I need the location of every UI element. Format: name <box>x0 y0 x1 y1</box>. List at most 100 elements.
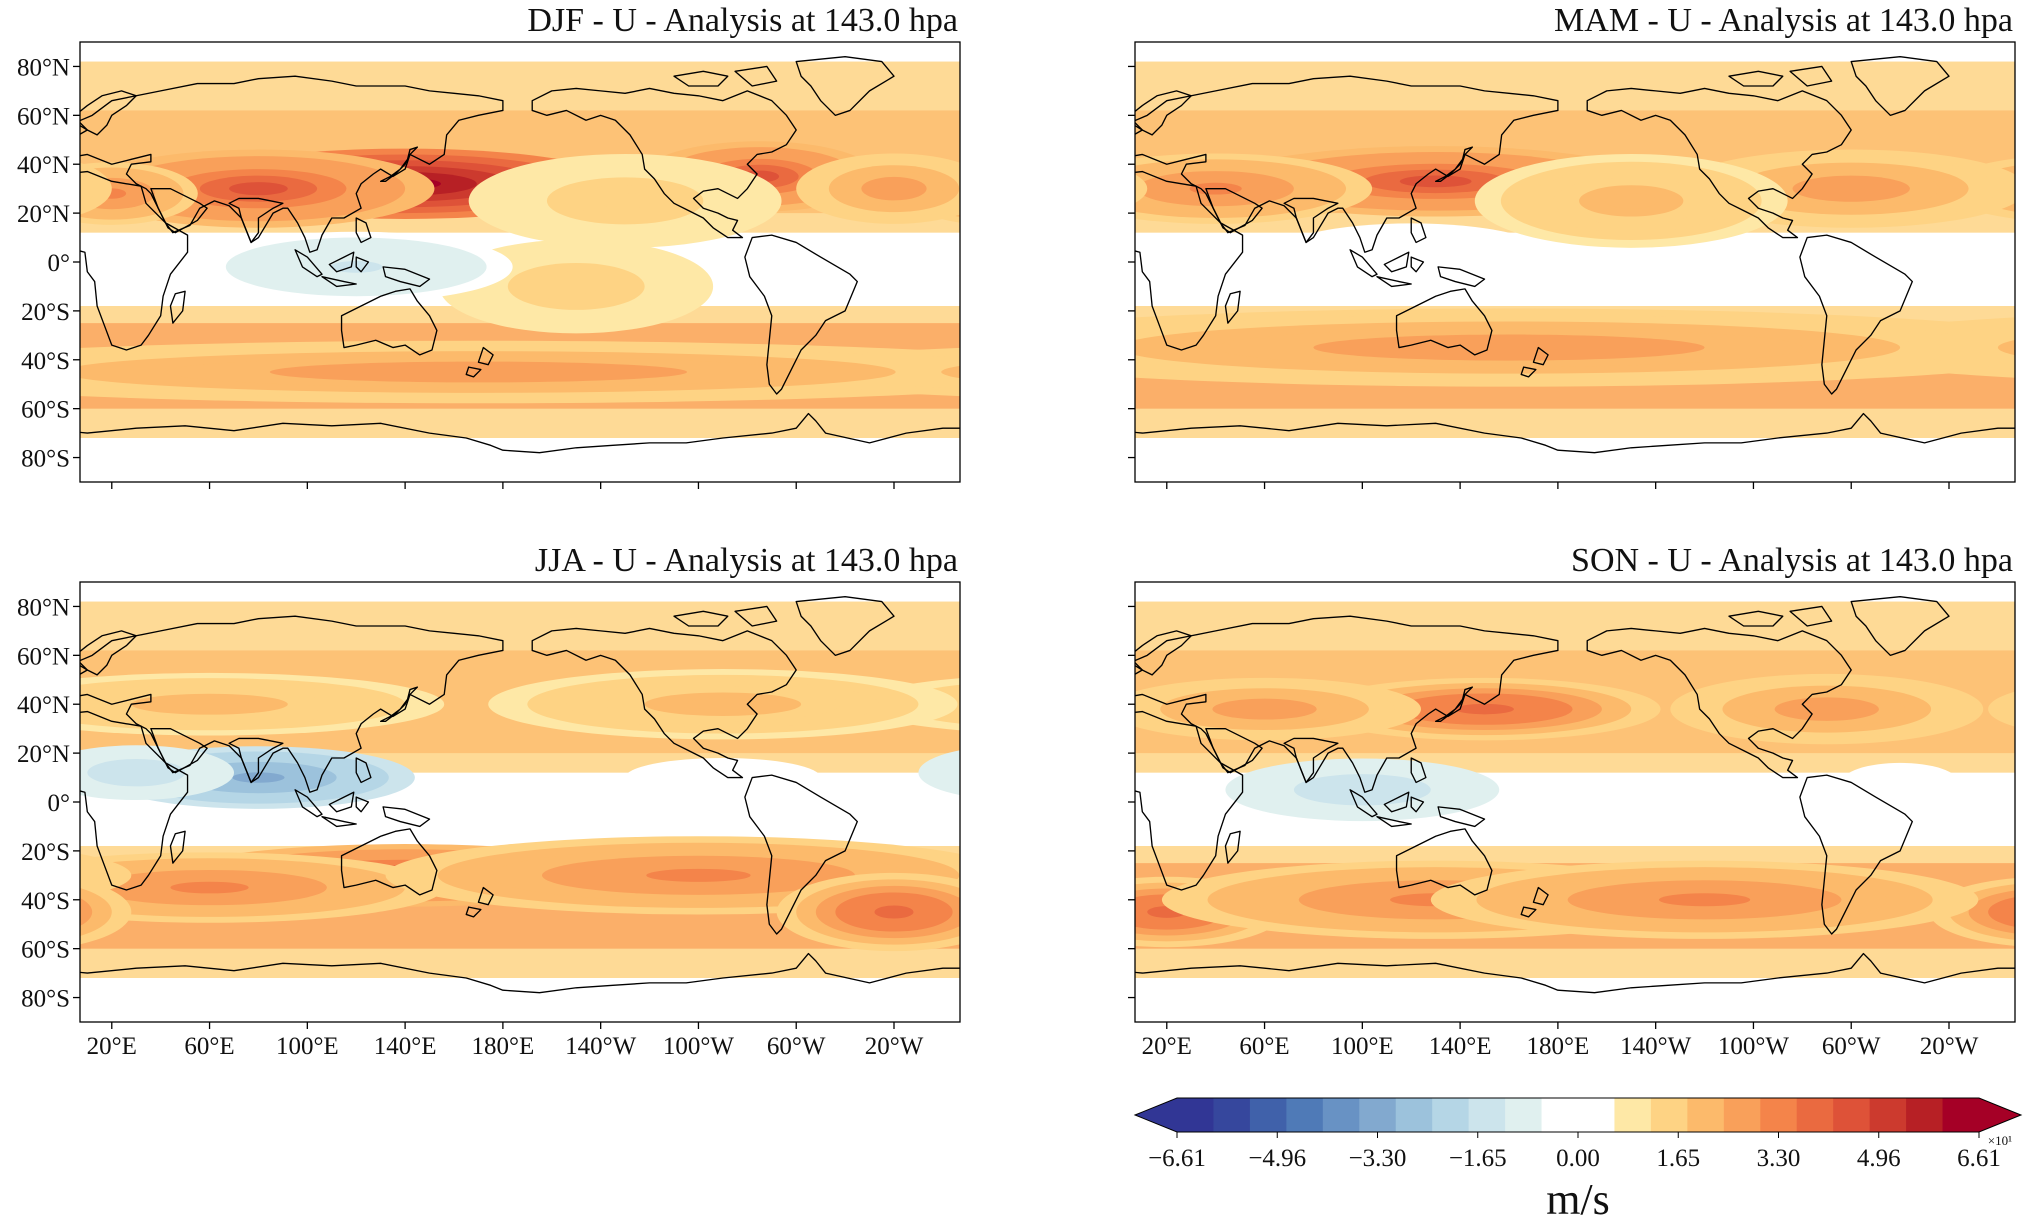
lon-tick-label: 180°E <box>471 1033 534 1060</box>
lat-tick-label: 80°N <box>17 594 70 621</box>
colorbar-segment <box>1942 1098 1980 1132</box>
colorbar-under-arrow <box>1135 1098 1177 1132</box>
easterly-core <box>990 260 1042 278</box>
easterly-core <box>123 264 150 274</box>
jet-core <box>80 887 112 937</box>
jet-core <box>1411 341 1607 355</box>
lat-tick-label: 40°S <box>21 888 70 915</box>
colorbar-tick-label: −4.96 <box>1248 1145 1306 1172</box>
easterly-core <box>1001 776 1040 789</box>
colorbar-tick-label: 4.96 <box>1857 1145 1901 1172</box>
colorbar-tick-label: −1.65 <box>1449 1145 1507 1172</box>
jet-core <box>80 898 93 926</box>
jet-core <box>1988 897 2015 927</box>
jet-core <box>1050 699 1128 709</box>
jet-core <box>1900 326 2015 369</box>
lon-tick-label: 140°W <box>1620 1033 1691 1060</box>
jet-core <box>80 171 96 206</box>
lat-tick-label: 40°S <box>21 348 70 375</box>
jet-core <box>1050 882 1128 894</box>
panel-title: MAM - U - Analysis at 143.0 hpa <box>1554 2 2013 39</box>
lon-tick-label: 20°E <box>1142 1033 1192 1060</box>
easterly-core <box>4 270 24 278</box>
easterly-core <box>934 756 960 790</box>
jet-core <box>877 182 911 195</box>
jet-core <box>941 365 960 379</box>
jet-core <box>2007 905 2015 919</box>
colorbar-segment <box>1723 1098 1761 1132</box>
easterly-core <box>1003 265 1029 274</box>
lon-tick-label: 100°W <box>663 1033 734 1060</box>
jet-core <box>837 355 960 389</box>
easterly-core <box>1725 255 1823 294</box>
jet-core <box>977 188 1006 198</box>
jet-core <box>646 868 751 882</box>
jet-core <box>0 183 30 195</box>
easterly-core <box>391 769 574 811</box>
panel-djf: DJF - U - Analysis at 143.0 hpa 80°N 60°N… <box>0 2 1823 489</box>
easterly-core <box>1570 771 1635 784</box>
easterly-core <box>1010 779 1030 786</box>
easterly-core <box>977 256 1055 283</box>
jet-core <box>1658 893 1751 907</box>
panel-title: SON - U - Analysis at 143.0 hpa <box>1571 542 2013 579</box>
easterly-core <box>1745 262 1804 285</box>
jet-core <box>0 351 16 393</box>
jet-core <box>1800 703 1853 715</box>
easterly-core <box>961 763 1078 802</box>
panel-son: SON - U - Analysis at 143.0 hpa 20°E 60°E… <box>391 542 2016 1060</box>
lon-tick-label: 140°W <box>565 1033 636 1060</box>
lat-tick-label: 40°N <box>17 152 70 179</box>
easterly-core <box>967 759 1065 786</box>
lat-tick-label: 60°N <box>17 643 70 670</box>
colorbar-units: m/s <box>1546 1175 1610 1224</box>
lat-tick-label: 60°N <box>17 103 70 130</box>
lat-tick-label: 40°N <box>17 692 70 719</box>
easterly-core <box>1184 255 1288 278</box>
panel-jja: JJA - U - Analysis at 143.0 hpa 80°N 60°N… <box>17 542 1635 1060</box>
jet-core <box>874 905 914 919</box>
easterly-core <box>951 257 960 281</box>
easterly-core <box>971 766 1069 799</box>
lat-tick-label: 80°N <box>17 54 70 81</box>
easterly-core <box>1764 270 1784 278</box>
easterly-core <box>1000 768 1033 777</box>
colorbar-segment <box>1541 1098 1579 1132</box>
colorbar-tick-label: 3.30 <box>1757 1145 1801 1172</box>
lon-tick-label: 60°W <box>767 1033 826 1060</box>
jet-core <box>1135 174 1148 203</box>
lat-tick-label: 20°S <box>21 299 70 326</box>
easterly-core <box>1587 774 1620 781</box>
lon-tick-label: 60°E <box>184 1033 234 1060</box>
lon-tick-label: 100°W <box>1718 1033 1789 1060</box>
colorbar-tick-label: 0.00 <box>1556 1145 1600 1172</box>
lon-tick-label: 60°W <box>1822 1033 1881 1060</box>
panel-title: DJF - U - Analysis at 143.0 hpa <box>527 2 958 39</box>
jet-core <box>170 699 249 710</box>
lon-tick-label: 100°E <box>276 1033 339 1060</box>
lon-tick-label: 20°E <box>87 1033 137 1060</box>
colorbar-tick-label: −6.61 <box>1148 1145 1206 1172</box>
colorbar-segment <box>1687 1098 1725 1132</box>
easterly-core <box>938 250 960 289</box>
easterly-core <box>0 259 53 290</box>
jet-core <box>963 183 1020 204</box>
jet-core <box>170 881 249 894</box>
lat-tick-label: 0° <box>48 790 71 817</box>
easterly-core <box>964 251 1068 288</box>
jet-core <box>948 183 960 205</box>
colorbar-segment <box>1177 1098 1214 1132</box>
jet-core <box>1821 182 1881 196</box>
lat-tick-label: 60°S <box>21 937 70 964</box>
colorbar-segment <box>1213 1098 1251 1132</box>
jet-core <box>2014 706 2015 712</box>
jet-core <box>1605 193 1658 209</box>
colorbar-tick-label: −3.30 <box>1349 1145 1407 1172</box>
jet-core <box>599 193 652 209</box>
lon-tick-label: 180°E <box>1526 1033 1589 1060</box>
colorbar-tick-label: 1.65 <box>1656 1145 1700 1172</box>
lon-tick-label: 60°E <box>1239 1033 1289 1060</box>
easterly-core <box>437 779 528 800</box>
jet-core <box>2017 171 2025 206</box>
